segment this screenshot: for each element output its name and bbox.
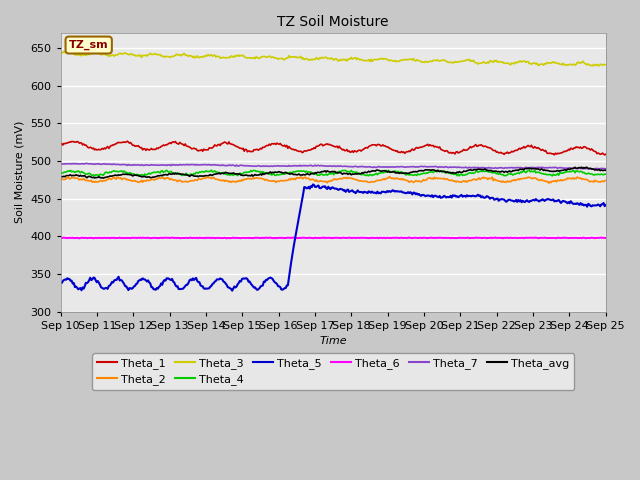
Theta_1 bbox=[601, 152, 609, 158]
Theta_1 bbox=[353, 149, 360, 155]
Theta_5 bbox=[354, 188, 362, 193]
Theta_7 bbox=[82, 160, 90, 166]
Theta_2 bbox=[386, 174, 394, 180]
Legend: Theta_1, Theta_2, Theta_3, Theta_4, Theta_5, Theta_6, Theta_7, Theta_avg: Theta_1, Theta_2, Theta_3, Theta_4, Thet… bbox=[92, 353, 574, 390]
Theta_3 bbox=[591, 62, 598, 68]
Theta_2 bbox=[381, 177, 389, 182]
Theta_6 bbox=[319, 235, 326, 241]
Theta_4 bbox=[505, 171, 513, 177]
Theta_2 bbox=[57, 177, 65, 182]
Theta_5 bbox=[57, 280, 65, 286]
Theta_5 bbox=[318, 184, 326, 190]
Line: Theta_1: Theta_1 bbox=[61, 141, 605, 155]
Theta_3 bbox=[63, 48, 71, 54]
Theta_7 bbox=[353, 164, 360, 169]
Theta_7 bbox=[602, 166, 609, 172]
Theta_avg bbox=[591, 167, 598, 173]
Theta_4 bbox=[57, 170, 65, 176]
Theta_avg bbox=[320, 168, 328, 174]
Theta_6 bbox=[382, 235, 390, 241]
Theta_3 bbox=[505, 60, 513, 66]
Theta_1 bbox=[124, 138, 131, 144]
Theta_2 bbox=[352, 177, 360, 182]
Theta_6 bbox=[553, 235, 561, 241]
Text: TZ_sm: TZ_sm bbox=[69, 40, 109, 50]
Theta_avg bbox=[353, 171, 360, 177]
Theta_3 bbox=[602, 62, 609, 68]
Y-axis label: Soil Moisture (mV): Soil Moisture (mV) bbox=[15, 121, 25, 224]
Theta_2 bbox=[602, 178, 609, 183]
Theta_6 bbox=[57, 235, 65, 241]
Theta_7 bbox=[589, 166, 596, 172]
Theta_2 bbox=[316, 179, 323, 184]
Theta_5 bbox=[602, 202, 609, 208]
Line: Theta_7: Theta_7 bbox=[61, 163, 605, 169]
Theta_3 bbox=[317, 56, 324, 61]
Theta_1 bbox=[57, 142, 65, 147]
Theta_3 bbox=[382, 56, 390, 62]
Theta_6 bbox=[320, 235, 328, 240]
Theta_5 bbox=[383, 188, 391, 194]
Theta_5 bbox=[591, 203, 598, 208]
Theta_4 bbox=[353, 169, 360, 175]
Theta_avg bbox=[317, 169, 324, 175]
Theta_6 bbox=[591, 235, 598, 241]
Theta_3 bbox=[57, 50, 65, 56]
Line: Theta_3: Theta_3 bbox=[61, 51, 605, 66]
Theta_7 bbox=[57, 161, 65, 167]
Theta_1 bbox=[382, 144, 390, 150]
Theta_3 bbox=[353, 57, 360, 62]
Theta_4 bbox=[602, 171, 609, 177]
Theta_1 bbox=[590, 148, 598, 154]
Theta_7 bbox=[317, 163, 324, 168]
Theta_5 bbox=[309, 181, 317, 187]
Line: Theta_avg: Theta_avg bbox=[61, 167, 605, 178]
Theta_4 bbox=[320, 172, 328, 178]
Line: Theta_5: Theta_5 bbox=[61, 184, 605, 290]
Line: Theta_2: Theta_2 bbox=[61, 177, 605, 183]
Theta_avg bbox=[57, 174, 65, 180]
Theta_2 bbox=[545, 180, 553, 186]
Theta_4 bbox=[91, 173, 99, 179]
Theta_avg bbox=[578, 164, 586, 170]
Theta_1 bbox=[320, 143, 328, 148]
Theta_avg bbox=[505, 168, 513, 174]
Theta_4 bbox=[317, 171, 324, 177]
Theta_6 bbox=[505, 235, 513, 241]
Theta_3 bbox=[320, 55, 328, 60]
Theta_avg bbox=[99, 175, 107, 181]
Theta_2 bbox=[591, 178, 598, 183]
X-axis label: Time: Time bbox=[319, 336, 347, 346]
Theta_avg bbox=[602, 168, 609, 173]
Theta_4 bbox=[382, 168, 390, 174]
Title: TZ Soil Moisture: TZ Soil Moisture bbox=[278, 15, 389, 29]
Theta_7 bbox=[320, 163, 328, 169]
Theta_6 bbox=[602, 235, 609, 241]
Theta_7 bbox=[382, 164, 390, 170]
Theta_2 bbox=[319, 179, 326, 184]
Theta_5 bbox=[321, 183, 329, 189]
Theta_7 bbox=[505, 165, 513, 170]
Theta_2 bbox=[505, 179, 513, 185]
Theta_7 bbox=[591, 166, 598, 171]
Theta_6 bbox=[353, 235, 360, 241]
Theta_6 bbox=[316, 235, 323, 241]
Theta_1 bbox=[505, 150, 513, 156]
Theta_1 bbox=[602, 151, 609, 157]
Theta_1 bbox=[317, 141, 324, 147]
Theta_4 bbox=[591, 172, 598, 178]
Line: Theta_4: Theta_4 bbox=[61, 170, 605, 176]
Theta_4 bbox=[525, 167, 533, 173]
Theta_5 bbox=[228, 288, 236, 293]
Theta_avg bbox=[382, 168, 390, 174]
Theta_3 bbox=[589, 63, 596, 69]
Theta_5 bbox=[506, 197, 513, 203]
